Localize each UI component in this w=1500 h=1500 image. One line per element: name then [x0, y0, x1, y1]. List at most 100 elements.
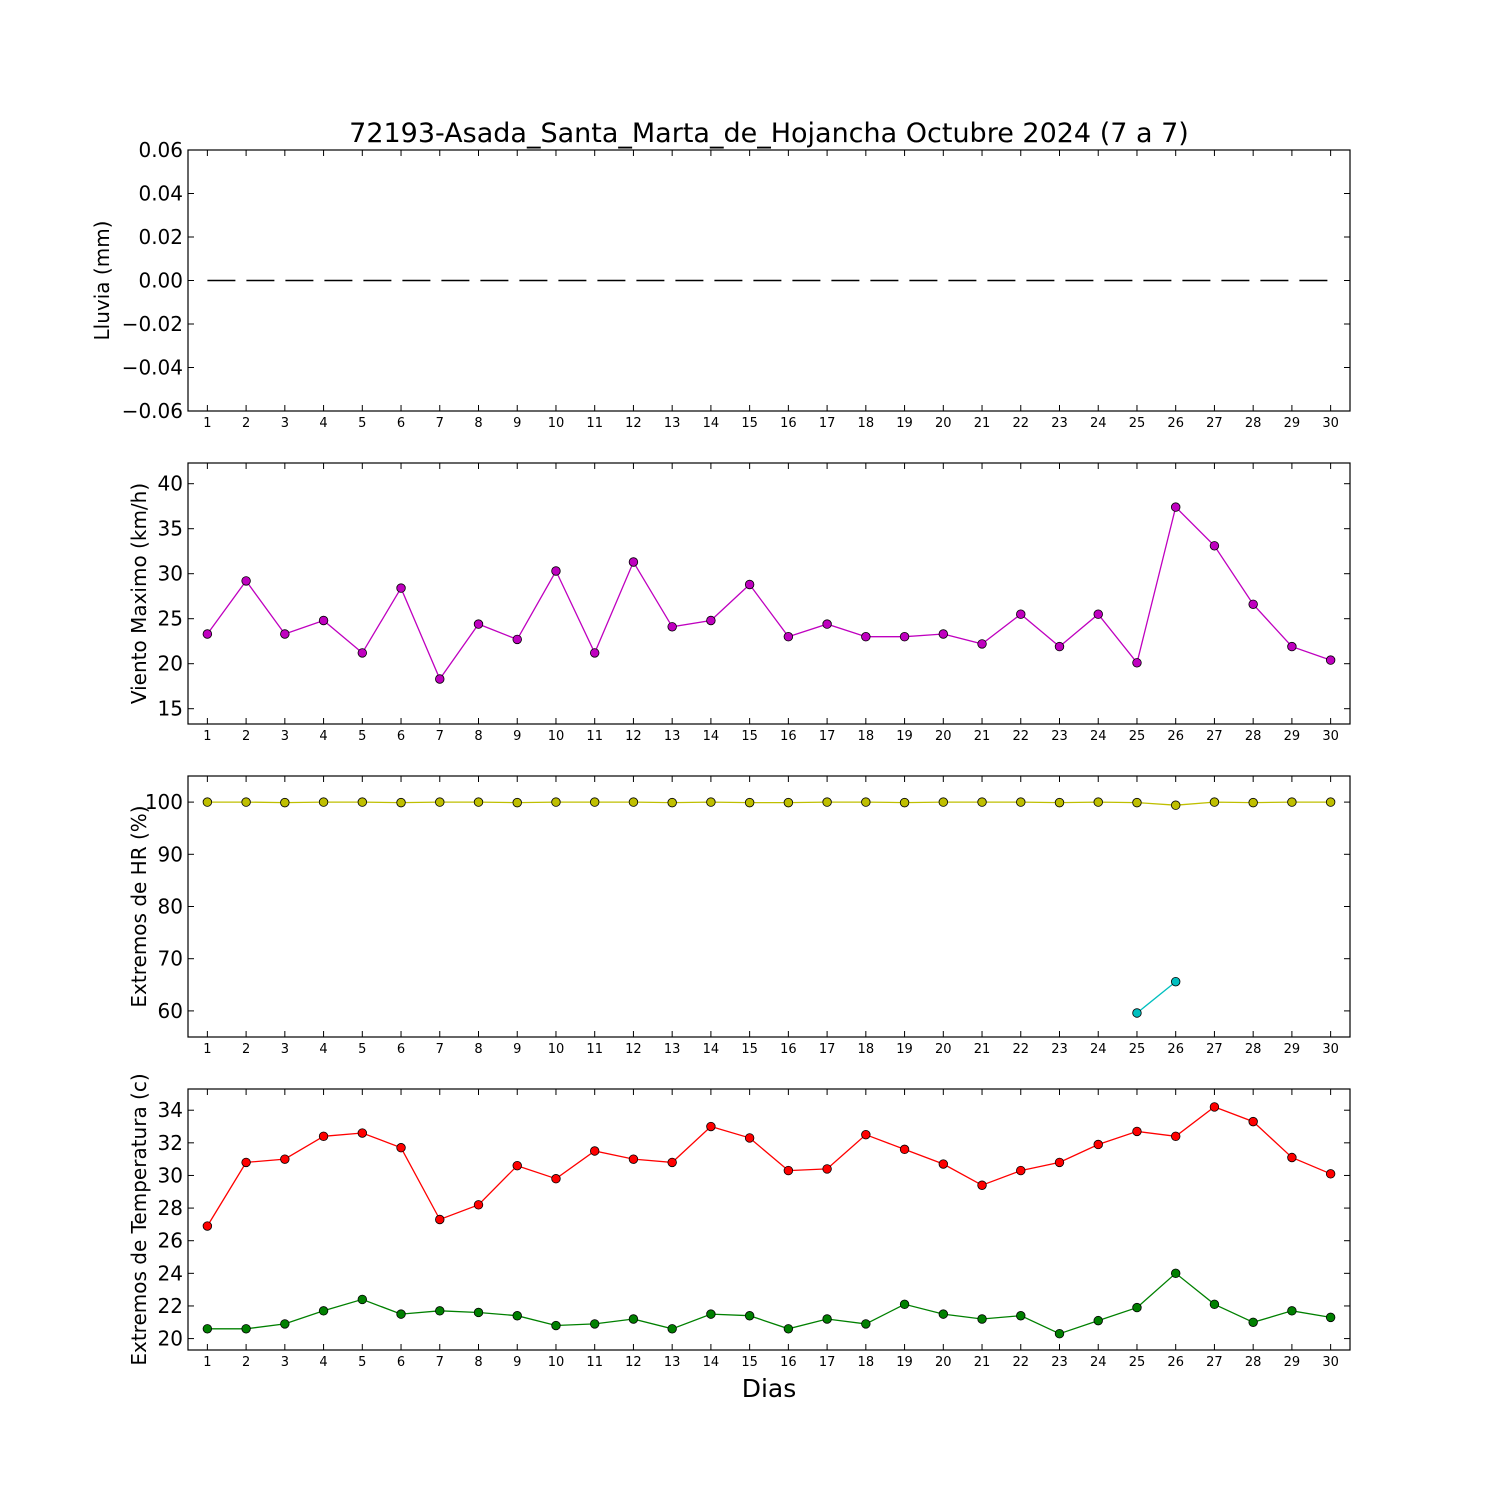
x-tick-label: 25 — [1129, 1042, 1146, 1057]
data-point — [473, 797, 484, 807]
data-point — [435, 797, 445, 807]
x-tick-label: 21 — [974, 729, 991, 744]
data-point — [977, 797, 987, 807]
series-1 — [202, 797, 1336, 810]
data-point — [1170, 502, 1181, 512]
data-point — [241, 1157, 251, 1168]
x-tick-label: 8 — [474, 416, 482, 431]
data-point — [822, 1164, 832, 1174]
data-point — [435, 674, 445, 684]
x-tick-label: 11 — [586, 1042, 603, 1057]
y-tick-label: 20 — [158, 1327, 183, 1351]
x-tick-label: 30 — [1322, 1355, 1339, 1370]
data-point — [202, 1221, 213, 1231]
x-tick-label: 18 — [858, 729, 875, 744]
data-point — [1132, 797, 1142, 808]
x-tick-label: 16 — [780, 729, 797, 744]
chart-title: 72193-Asada_Santa_Marta_de_Hojancha Octu… — [349, 118, 1189, 149]
data-point — [1093, 797, 1103, 807]
data-point — [1132, 1008, 1142, 1018]
data-point — [396, 1143, 406, 1153]
x-tick-label: 19 — [896, 1355, 913, 1370]
x-tick-label: 14 — [703, 729, 720, 744]
x-tick-label: 1 — [203, 1355, 211, 1370]
x-tick-label: 29 — [1284, 1042, 1301, 1057]
x-tick-label: 29 — [1284, 1355, 1301, 1370]
data-point — [1325, 1312, 1336, 1323]
data-point — [241, 1324, 251, 1334]
x-tick-label: 3 — [281, 1355, 289, 1370]
y-tick-label: 90 — [158, 842, 183, 866]
data-point — [822, 619, 832, 629]
x-tick-label: 12 — [625, 1042, 642, 1057]
y-tick-label: 0.02 — [138, 225, 183, 249]
x-tick-label: 12 — [625, 729, 642, 744]
x-tick-label: 24 — [1090, 1355, 1107, 1370]
data-point — [1248, 599, 1258, 610]
data-point — [1170, 1268, 1181, 1279]
data-point — [861, 1319, 871, 1329]
series-line — [1136, 981, 1177, 1014]
x-tick-label: 21 — [974, 416, 991, 431]
x-tick-label: 20 — [935, 1355, 952, 1370]
data-point — [202, 797, 213, 807]
data-point — [1016, 1165, 1026, 1176]
data-point — [396, 1309, 406, 1319]
data-point — [551, 1320, 561, 1331]
data-point — [357, 1294, 368, 1305]
data-point — [590, 648, 600, 658]
y-tick-label: 25 — [158, 607, 183, 631]
x-axis-label: Dias — [742, 1374, 797, 1403]
x-tick-label: 2 — [242, 416, 250, 431]
x-tick-label: 28 — [1245, 1355, 1262, 1370]
data-point — [512, 797, 522, 808]
data-point — [1209, 1299, 1220, 1310]
data-point — [1170, 1131, 1181, 1142]
data-point — [396, 797, 406, 808]
x-tick-label: 12 — [625, 1355, 642, 1370]
x-tick-label: 10 — [548, 729, 565, 744]
x-tick-label: 29 — [1284, 729, 1301, 744]
x-tick-label: 1 — [203, 729, 211, 744]
series-2 — [1132, 976, 1181, 1018]
x-tick-label: 15 — [741, 729, 758, 744]
x-tick-label: 7 — [436, 1042, 444, 1057]
x-tick-label: 4 — [319, 1042, 327, 1057]
data-point — [1093, 1315, 1103, 1326]
data-point — [861, 797, 871, 807]
data-point — [783, 1324, 794, 1334]
data-point — [1093, 609, 1103, 619]
data-point — [744, 797, 755, 808]
x-tick-label: 8 — [474, 1355, 482, 1370]
data-point — [551, 797, 561, 807]
data-point — [1170, 800, 1181, 810]
x-tick-label: 1 — [203, 1042, 211, 1057]
data-point — [1054, 641, 1065, 652]
data-point — [706, 797, 716, 807]
data-point — [938, 629, 949, 639]
x-tick-label: 19 — [896, 729, 913, 744]
data-point — [512, 1311, 522, 1321]
y-tick-label: 80 — [158, 895, 183, 919]
x-tick-label: 2 — [242, 1355, 250, 1370]
data-point — [628, 557, 639, 567]
x-tick-label: 27 — [1206, 1355, 1223, 1370]
data-point — [899, 797, 910, 808]
data-point — [280, 1154, 290, 1164]
x-tick-label: 17 — [819, 1355, 836, 1370]
x-tick-label: 17 — [819, 1042, 836, 1057]
x-tick-label: 12 — [625, 416, 642, 431]
data-point — [1016, 797, 1026, 807]
plot-frame — [187, 775, 1351, 1038]
x-tick-label: 19 — [896, 1042, 913, 1057]
x-tick-label: 29 — [1284, 416, 1301, 431]
data-point — [1209, 1102, 1220, 1112]
x-tick-label: 15 — [741, 1355, 758, 1370]
data-point — [783, 1165, 794, 1176]
x-tick-label: 27 — [1206, 1042, 1223, 1057]
x-tick-label: 27 — [1206, 416, 1223, 431]
data-point — [280, 797, 290, 808]
x-tick-label: 27 — [1206, 729, 1223, 744]
x-tick-label: 1 — [203, 416, 211, 431]
x-tick-label: 30 — [1322, 416, 1339, 431]
